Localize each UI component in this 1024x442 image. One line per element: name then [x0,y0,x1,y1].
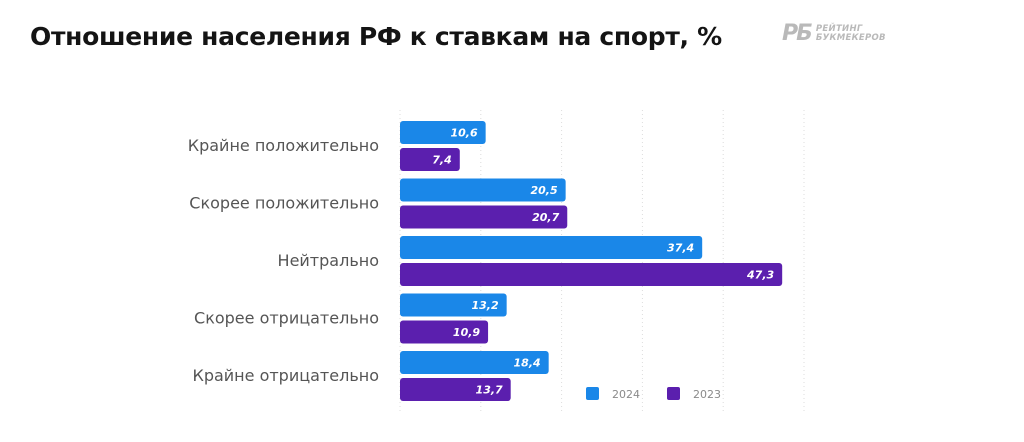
category-label: Крайне положительно [188,136,379,155]
chart-title: Отношение населения РФ к ставкам на спор… [30,22,722,51]
data-label-2024: 18,4 [514,357,541,370]
bar-2023 [400,320,489,344]
data-label-2023: 47,3 [746,269,774,282]
legend-label-2024: 2024 [612,388,640,401]
data-label-2024: 20,5 [530,184,557,197]
legend-label-2023: 2023 [693,388,721,401]
bar-2024 [400,236,703,259]
legend-swatch-2024 [586,387,599,400]
logo-line-1: РЕЙТИНГ [815,23,863,34]
data-label-2023: 20,7 [532,211,559,224]
bar-2023 [400,263,783,286]
category-label: Скорее отрицательно [194,309,379,328]
logo-line-2: БУКМЕКЕРОВ [815,33,886,43]
brand-logo: РБ РЕЙТИНГ БУКМЕКЕРОВ [782,23,886,45]
bar-2023 [400,148,460,171]
category-label: Скорее положительно [189,194,379,213]
data-label-2024: 37,4 [667,242,694,255]
logo-mark: РБ [782,21,813,46]
data-label-2023: 13,7 [476,384,503,397]
category-label: Крайне отрицательно [192,366,379,385]
bar-2024 [400,121,486,144]
bar-2024 [400,351,549,374]
legend-swatch-2023 [667,387,680,400]
category-label: Нейтрально [278,251,379,270]
data-label-2024: 10,6 [451,127,478,140]
data-label-2023: 7,4 [432,154,452,167]
logo-text: РЕЙТИНГ БУКМЕКЕРОВ [815,23,886,44]
data-label-2023: 10,9 [453,326,480,339]
data-label-2024: 13,2 [472,299,499,312]
bar-2024 [400,293,507,317]
bar-2023 [400,205,568,229]
bar-2024 [400,178,566,202]
bar-2023 [400,378,511,401]
